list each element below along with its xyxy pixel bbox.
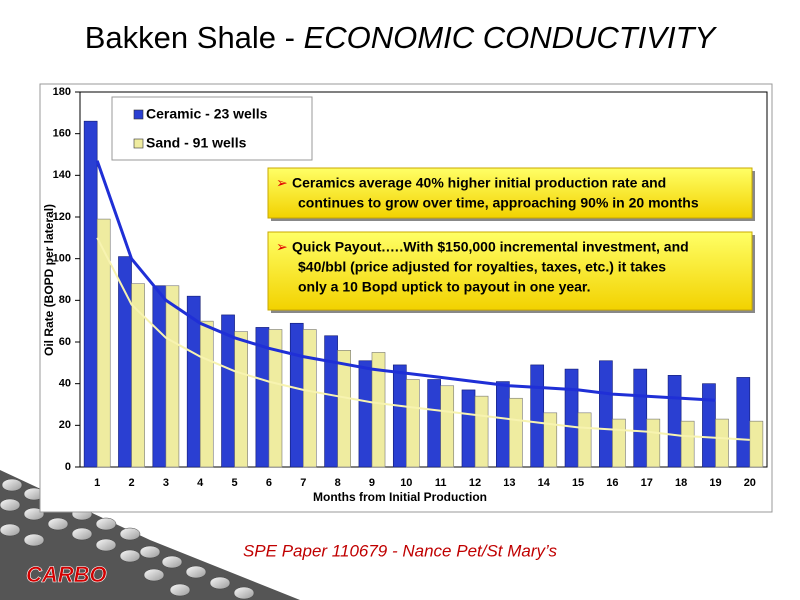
bar [440, 385, 455, 468]
bar [543, 412, 558, 468]
x-tick-label: 17 [641, 477, 653, 489]
trend-line [95, 160, 716, 402]
bar [564, 368, 579, 468]
y-tick-label: 40 [59, 378, 71, 390]
bar [667, 375, 682, 468]
annotation-box [267, 231, 753, 311]
bar [702, 383, 716, 468]
annotation-text: only a 10 Bopd uptick to payout in one y… [298, 279, 591, 295]
y-tick-label: 20 [59, 419, 71, 431]
x-tick-label: 11 [435, 477, 447, 489]
legend-label: Sand - 91 wells [146, 135, 247, 151]
x-tick-label: 3 [163, 477, 169, 489]
bar [302, 329, 317, 468]
chart-title: Bakken Shale - ECONOMIC CONDUCTIVITY [85, 20, 718, 55]
y-tick-label: 120 [53, 211, 71, 223]
bar [427, 379, 441, 468]
bar [646, 418, 661, 468]
bar [289, 322, 304, 468]
legend-box [111, 96, 313, 161]
x-tick-label: 5 [232, 477, 238, 489]
bar [577, 412, 592, 468]
annotation-bullet: ➢ [276, 175, 288, 191]
bar [234, 331, 248, 468]
x-tick-label: 14 [538, 477, 551, 489]
title-emphasis: ECONOMIC CONDUCTIVITY [304, 20, 718, 55]
y-tick-label: 80 [59, 294, 71, 306]
y-tick-label: 140 [53, 169, 71, 181]
bar [268, 329, 283, 468]
x-tick-label: 18 [675, 477, 687, 489]
bar [337, 350, 351, 468]
bar [680, 420, 695, 468]
legend-swatch [133, 109, 144, 120]
bar [496, 381, 510, 468]
legend-swatch [133, 138, 144, 149]
bar [152, 285, 167, 468]
x-tick-label: 2 [128, 477, 134, 489]
bar [736, 377, 751, 468]
bar [406, 379, 420, 468]
x-tick-label: 7 [300, 477, 306, 489]
decoration [0, 470, 300, 600]
y-tick-label: 180 [53, 86, 71, 98]
x-tick-label: 12 [469, 477, 481, 489]
bar [599, 360, 613, 468]
y-tick-label: 100 [53, 253, 71, 265]
bar [324, 335, 338, 468]
y-tick-label: 0 [65, 461, 71, 473]
bar [612, 418, 626, 468]
x-tick-label: 19 [709, 477, 721, 489]
x-tick-label: 9 [369, 477, 375, 489]
bar [165, 285, 180, 468]
y-tick-label: 60 [59, 336, 71, 348]
annotation-text: Ceramics average 40% higher initial prod… [292, 175, 666, 191]
bar [461, 389, 476, 468]
x-tick-label: 4 [197, 477, 204, 489]
x-tick-label: 8 [335, 477, 341, 489]
annotation-text: $40/bbl (price adjusted for royalties, t… [298, 259, 666, 275]
bar [131, 283, 145, 468]
bar [530, 364, 545, 468]
title-main: Bakken Shale - [85, 20, 295, 55]
bar [358, 360, 373, 468]
bar [392, 364, 407, 468]
y-tick-label: 160 [53, 128, 71, 140]
legend-label: Ceramic - 23 wells [146, 106, 268, 122]
x-tick-label: 1 [94, 477, 100, 489]
x-tick-label: 20 [744, 477, 756, 489]
source: SPE Paper 110679 - Nance Pet/St Mary’s [243, 541, 558, 560]
bar [749, 420, 764, 468]
bar [715, 418, 729, 468]
annotation-text: Quick Payout.….With $150,000 incremental… [292, 239, 689, 255]
bar [633, 368, 648, 468]
bar [371, 352, 386, 468]
x-axis-label: Months from Initial Production [313, 490, 487, 504]
x-tick-label: 13 [503, 477, 515, 489]
bar [199, 320, 214, 468]
annotation-bullet: ➢ [276, 239, 288, 255]
bar [83, 120, 98, 468]
bar [509, 397, 523, 468]
bar [118, 256, 132, 468]
y-axis-label: Oil Rate (BOPD per lateral) [42, 204, 56, 356]
x-tick-label: 15 [572, 477, 584, 489]
annotation-box [267, 167, 753, 219]
annotation-text: continues to grow over time, approaching… [298, 195, 699, 211]
bar [474, 395, 489, 468]
x-tick-label: 6 [266, 477, 272, 489]
x-tick-label: 16 [606, 477, 618, 489]
trend-line [96, 237, 750, 441]
x-tick-label: 10 [400, 477, 412, 489]
logo: CARBO [26, 562, 107, 587]
bar [96, 218, 111, 468]
